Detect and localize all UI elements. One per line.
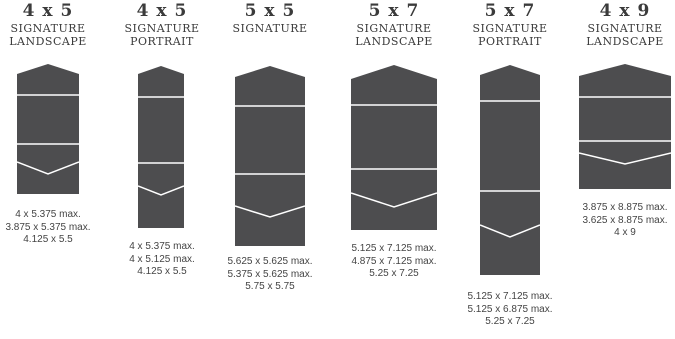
pocket-folder-shape (17, 64, 79, 194)
style-label: SIGNATURE LANDSCAPE (586, 22, 664, 48)
dimensions: 3.875 x 8.875 max. 3.625 x 8.875 max. 4 … (582, 202, 668, 238)
pocket-body (17, 64, 79, 194)
dimensions: 5.125 x 7.125 max. 4.875 x 7.125 max. 5.… (351, 243, 437, 279)
size-label: 4 x 5 (22, 1, 74, 21)
style-label: SIGNATURE LANDSCAPE (355, 22, 433, 48)
size-label: 5 x 5 (244, 1, 296, 21)
pocket-v-cut (138, 185, 184, 196)
pocket-body (579, 64, 671, 189)
pocket-body (351, 65, 437, 230)
pocket-v-cut (17, 161, 79, 175)
dimensions: 4 x 5.375 max. 3.875 x 5.375 max. 4.125 … (5, 209, 91, 245)
style-label: SIGNATURE PORTRAIT (472, 22, 548, 48)
pocket-v-cut (235, 205, 305, 218)
pocket-folder-shape (579, 64, 671, 189)
pocket-v-cut (579, 152, 671, 165)
pocket-folder-shape (480, 65, 540, 275)
size-label: 5 x 7 (484, 1, 536, 21)
pocket-body (138, 66, 184, 228)
dimensions: 5.625 x 5.625 max. 5.375 x 5.625 max. 5.… (227, 256, 313, 292)
size-label: 4 x 5 (136, 1, 188, 21)
size-label: 5 x 7 (368, 1, 420, 21)
pocket-v-cut (351, 192, 437, 208)
pocket-folder-shape (235, 66, 305, 246)
pocket-body (235, 66, 305, 246)
dimensions: 5.125 x 7.125 max. 5.125 x 6.875 max. 5.… (467, 291, 553, 327)
pocket-body (480, 65, 540, 275)
style-label: SIGNATURE LANDSCAPE (9, 22, 87, 48)
style-label: SIGNATURE (232, 22, 308, 35)
pocket-v-cut (480, 224, 540, 238)
pocket-folder-shape (138, 66, 184, 228)
pocket-folder-shape (351, 65, 437, 230)
dimensions: 4 x 5.375 max. 4 x 5.125 max. 4.125 x 5.… (129, 241, 195, 277)
size-label: 4 x 9 (599, 1, 651, 21)
style-label: SIGNATURE PORTRAIT (124, 22, 200, 48)
